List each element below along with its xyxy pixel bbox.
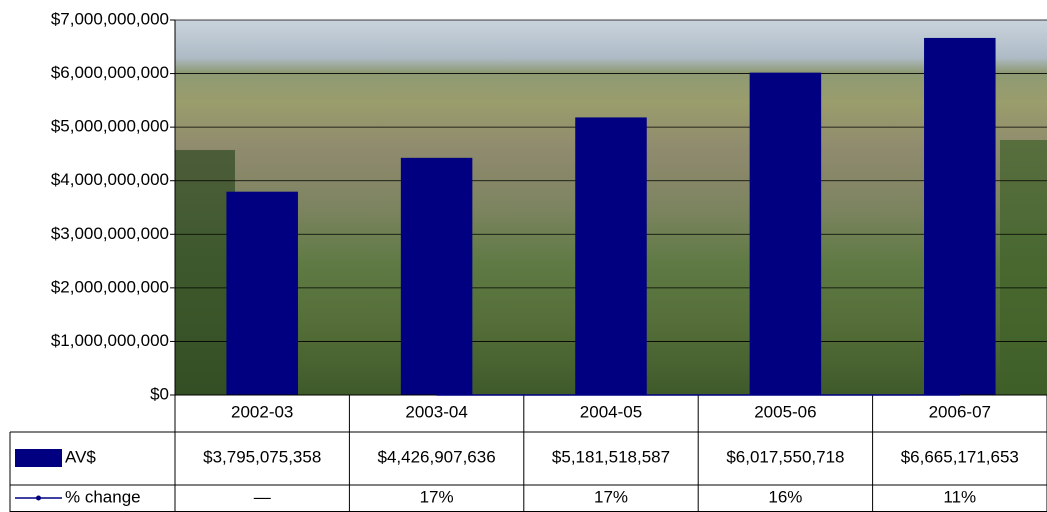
y-tick-label: $1,000,000,000 <box>51 331 169 350</box>
bar <box>226 192 298 395</box>
legend-marker <box>36 496 41 501</box>
bar <box>924 38 996 395</box>
table-cell: 16% <box>768 487 802 506</box>
table-cell: — <box>254 487 271 506</box>
y-tick-label: $3,000,000,000 <box>51 224 169 243</box>
table-cell: $4,426,907,636 <box>378 447 496 466</box>
x-tick-label: 2003-04 <box>405 402 467 421</box>
tree <box>1000 140 1047 395</box>
y-tick-label: $0 <box>150 384 169 403</box>
y-tick-label: $2,000,000,000 <box>51 277 169 296</box>
bar <box>750 73 822 395</box>
x-tick-label: 2004-05 <box>580 402 642 421</box>
table-cell: 17% <box>420 487 454 506</box>
legend-label: % change <box>65 487 141 506</box>
legend-label: AV$ <box>65 447 96 466</box>
bar <box>401 158 473 395</box>
x-tick-label: 2005-06 <box>754 402 816 421</box>
y-tick-label: $4,000,000,000 <box>51 170 169 189</box>
y-tick-label: $7,000,000,000 <box>51 9 169 28</box>
table-cell: 17% <box>594 487 628 506</box>
table-cell: $5,181,518,587 <box>552 447 670 466</box>
x-tick-label: 2006-07 <box>929 402 991 421</box>
y-tick-label: $5,000,000,000 <box>51 117 169 136</box>
legend-marker <box>15 449 62 467</box>
chart: $0 $1,000,000,000 $2,000,000,000 $3,000,000… <box>0 0 1047 512</box>
table-cell: $6,665,171,653 <box>901 447 1019 466</box>
table-cell: 11% <box>943 487 976 506</box>
table-cell: $6,017,550,718 <box>726 447 844 466</box>
bar <box>575 117 647 395</box>
tree <box>175 150 235 395</box>
y-tick-label: $6,000,000,000 <box>51 63 169 82</box>
table-cell: $3,795,075,358 <box>203 447 321 466</box>
x-tick-label: 2002-03 <box>231 402 293 421</box>
